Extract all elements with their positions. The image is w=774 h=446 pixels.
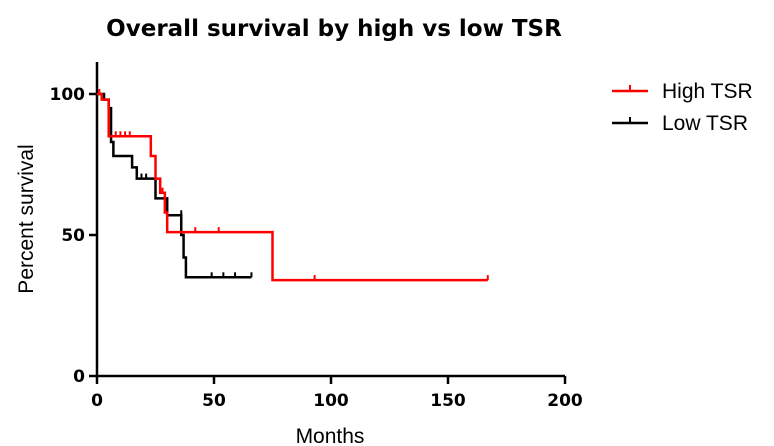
x-tick-label: 0 bbox=[91, 391, 103, 411]
x-tick-label: 150 bbox=[430, 391, 466, 411]
y-tick-label: 100 bbox=[50, 85, 86, 105]
series-line-low-tsr bbox=[97, 92, 252, 279]
x-tick-label: 100 bbox=[313, 391, 349, 411]
x-tick-label: 200 bbox=[547, 391, 583, 411]
chart-title: Overall survival by high vs low TSR bbox=[106, 16, 562, 42]
series-line-high-tsr bbox=[97, 92, 488, 282]
y-tick-label: 0 bbox=[73, 367, 85, 387]
legend-item-high-tsr: High TSR bbox=[612, 80, 753, 103]
legend-item-low-tsr: Low TSR bbox=[612, 112, 748, 135]
legend-label-high-tsr: High TSR bbox=[662, 80, 753, 103]
x-tick-label: 50 bbox=[202, 391, 226, 411]
y-axis-label: Percent survival bbox=[15, 144, 38, 293]
x-axis-label: Months bbox=[296, 425, 365, 446]
legend-label-low-tsr: Low TSR bbox=[662, 112, 748, 135]
y-tick-label: 50 bbox=[61, 226, 85, 246]
